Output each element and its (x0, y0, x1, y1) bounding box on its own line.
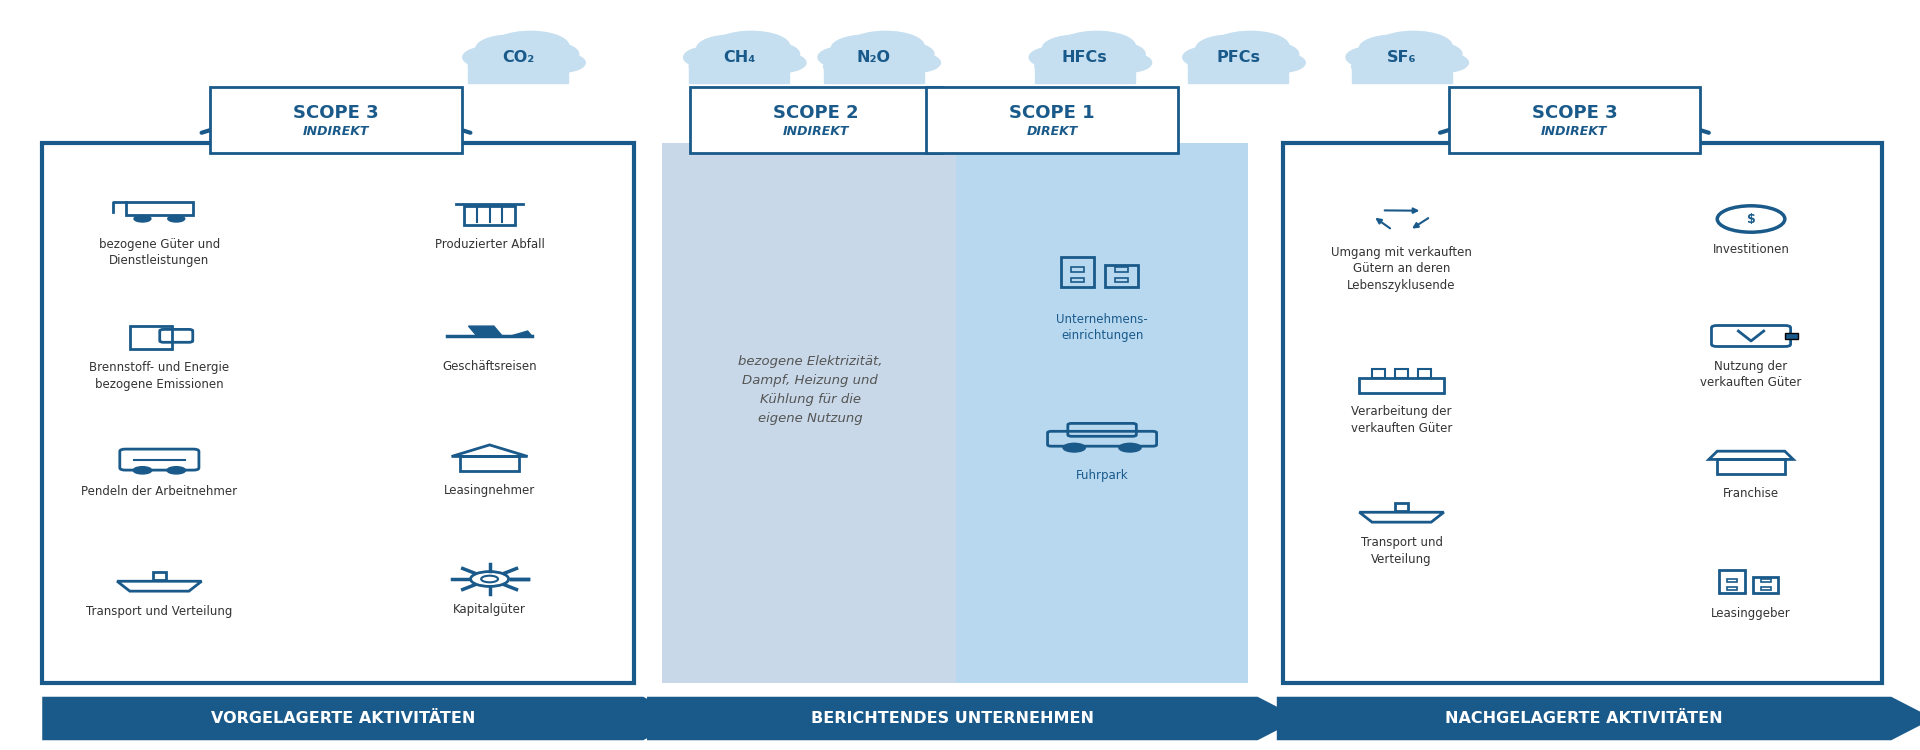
FancyBboxPatch shape (42, 142, 634, 682)
Circle shape (1119, 443, 1140, 452)
Text: CO₂: CO₂ (503, 50, 534, 65)
Circle shape (1058, 32, 1135, 62)
Text: Brennstoff- und Energie
bezogene Emissionen: Brennstoff- und Energie bezogene Emissio… (90, 362, 228, 391)
Text: bezogene Güter und
Dienstleistungen: bezogene Güter und Dienstleistungen (98, 238, 221, 267)
Text: Verarbeitung der
verkauften Güter: Verarbeitung der verkauften Güter (1352, 405, 1452, 434)
Circle shape (518, 42, 578, 66)
Text: CH₄: CH₄ (724, 50, 755, 65)
FancyBboxPatch shape (1283, 142, 1882, 682)
Text: BERICHTENDES UNTERNEHMEN: BERICHTENDES UNTERNEHMEN (810, 711, 1094, 726)
Circle shape (1212, 32, 1288, 62)
Text: NACHGELAGERTE AKTIVITÄTEN: NACHGELAGERTE AKTIVITÄTEN (1446, 711, 1722, 726)
Circle shape (712, 32, 789, 62)
Circle shape (1183, 46, 1238, 68)
Ellipse shape (1188, 52, 1288, 81)
FancyBboxPatch shape (956, 142, 1248, 682)
Circle shape (818, 46, 874, 68)
Text: Transport und
Verteilung: Transport und Verteilung (1361, 536, 1442, 566)
Circle shape (476, 35, 545, 62)
Circle shape (492, 32, 568, 62)
Ellipse shape (468, 52, 568, 81)
Ellipse shape (1035, 52, 1135, 81)
Ellipse shape (689, 52, 789, 81)
Text: Franchise: Franchise (1722, 487, 1780, 500)
FancyBboxPatch shape (691, 87, 941, 153)
Circle shape (1196, 35, 1265, 62)
Circle shape (536, 53, 586, 73)
FancyBboxPatch shape (209, 87, 461, 153)
Circle shape (1043, 35, 1112, 62)
FancyBboxPatch shape (1188, 62, 1288, 82)
Circle shape (831, 35, 900, 62)
Text: SCOPE 2: SCOPE 2 (774, 104, 858, 122)
Circle shape (1064, 443, 1085, 452)
Circle shape (1238, 42, 1298, 66)
Text: INDIREKT: INDIREKT (1542, 125, 1607, 139)
Text: Fuhrpark: Fuhrpark (1075, 469, 1129, 482)
Circle shape (684, 46, 739, 68)
Circle shape (132, 466, 152, 474)
Text: Leasingnehmer: Leasingnehmer (444, 484, 536, 496)
Text: VORGELAGERTE AKTIVITÄTEN: VORGELAGERTE AKTIVITÄTEN (211, 711, 474, 726)
Text: INDIREKT: INDIREKT (303, 125, 369, 139)
Circle shape (1256, 53, 1306, 73)
FancyBboxPatch shape (1352, 62, 1452, 82)
FancyBboxPatch shape (1035, 62, 1135, 82)
Circle shape (847, 32, 924, 62)
Circle shape (891, 53, 941, 73)
Polygon shape (647, 697, 1300, 740)
Circle shape (1085, 42, 1144, 66)
Text: Nutzung der
verkauften Güter: Nutzung der verkauften Güter (1701, 360, 1801, 389)
FancyBboxPatch shape (1448, 87, 1701, 153)
Circle shape (167, 466, 186, 474)
Circle shape (1359, 35, 1428, 62)
Polygon shape (511, 331, 532, 336)
Circle shape (739, 42, 799, 66)
Text: Transport und Verteilung: Transport und Verteilung (86, 605, 232, 618)
Text: Investitionen: Investitionen (1713, 243, 1789, 256)
Polygon shape (468, 326, 503, 336)
Text: Kapitalgüter: Kapitalgüter (453, 603, 526, 616)
Circle shape (1029, 46, 1085, 68)
Polygon shape (1277, 697, 1920, 740)
Text: SF₆: SF₆ (1386, 50, 1417, 65)
Circle shape (1346, 46, 1402, 68)
FancyBboxPatch shape (468, 62, 568, 82)
Text: Pendeln der Arbeitnehmer: Pendeln der Arbeitnehmer (81, 485, 238, 498)
Text: SCOPE 3: SCOPE 3 (1532, 104, 1617, 122)
Ellipse shape (824, 52, 924, 81)
FancyBboxPatch shape (662, 142, 956, 682)
Text: HFCs: HFCs (1062, 50, 1108, 65)
Text: INDIREKT: INDIREKT (783, 125, 849, 139)
FancyBboxPatch shape (927, 87, 1179, 153)
Text: Geschäftsreisen: Geschäftsreisen (442, 360, 538, 373)
Circle shape (697, 35, 766, 62)
Circle shape (1402, 42, 1461, 66)
FancyBboxPatch shape (1786, 333, 1797, 339)
FancyBboxPatch shape (689, 62, 789, 82)
Circle shape (756, 53, 806, 73)
Text: Leasinggeber: Leasinggeber (1711, 608, 1791, 620)
Circle shape (1375, 32, 1452, 62)
FancyBboxPatch shape (824, 62, 924, 82)
Text: Umgang mit verkauften
Gütern an deren
Lebenszyklusende: Umgang mit verkauften Gütern an deren Le… (1331, 246, 1473, 292)
Ellipse shape (1352, 52, 1452, 81)
Text: SCOPE 1: SCOPE 1 (1010, 104, 1094, 122)
Circle shape (1419, 53, 1469, 73)
Text: Produzierter Abfall: Produzierter Abfall (434, 238, 545, 250)
Polygon shape (42, 697, 685, 740)
Text: PFCs: PFCs (1217, 50, 1260, 65)
Circle shape (167, 215, 184, 222)
Text: bezogene Elektrizität,
Dampf, Heizung und
Kühlung für die
eigene Nutzung: bezogene Elektrizität, Dampf, Heizung un… (737, 355, 883, 425)
Text: DIREKT: DIREKT (1027, 125, 1077, 139)
Text: $: $ (1747, 212, 1755, 226)
Circle shape (874, 42, 933, 66)
Text: SCOPE 3: SCOPE 3 (294, 104, 378, 122)
Text: Unternehmens-
einrichtungen: Unternehmens- einrichtungen (1056, 313, 1148, 342)
Circle shape (463, 46, 518, 68)
Circle shape (134, 215, 152, 222)
Text: N₂O: N₂O (856, 50, 891, 65)
Circle shape (1102, 53, 1152, 73)
